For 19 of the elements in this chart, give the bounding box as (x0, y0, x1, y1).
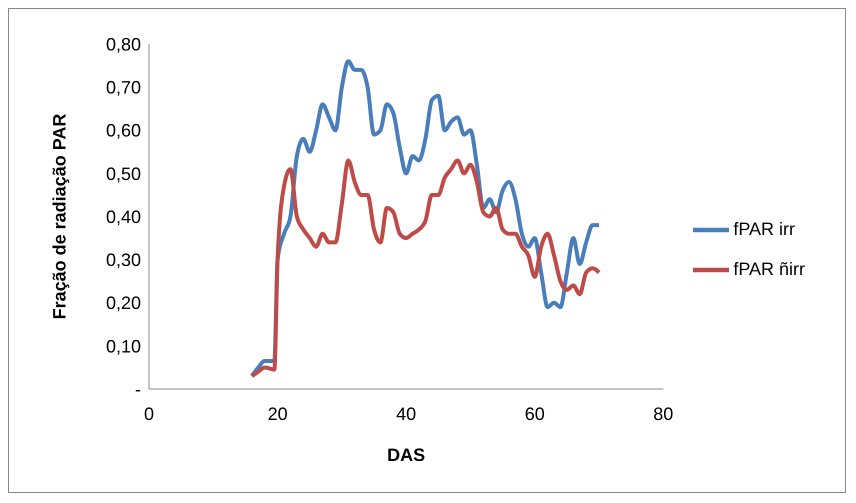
y-tick-label: - (135, 379, 141, 400)
y-axis-title: Fração de radiação PAR (49, 114, 70, 320)
y-tick-label: 0,10 (106, 336, 141, 356)
y-tick-label: 0,20 (106, 293, 141, 314)
y-tick-label: 0,30 (106, 250, 141, 270)
y-tick-label: 0,80 (106, 34, 141, 54)
x-tick-label: 80 (653, 404, 674, 424)
x-tick-label: 20 (268, 404, 288, 424)
x-tick-label: 0 (144, 404, 154, 424)
legend-label: fPAR irr (733, 219, 795, 239)
y-tick-label: 0,70 (106, 78, 141, 98)
line-series (250, 158, 602, 378)
y-tick-label: 0,60 (106, 120, 141, 141)
x-axis-title: DAS (387, 445, 426, 465)
x-tick-label: 60 (524, 404, 545, 424)
x-tick-label: 40 (396, 404, 416, 424)
y-tick-label: 0,50 (106, 164, 141, 184)
y-tick-label: 0,40 (106, 206, 141, 227)
legend-label: fPAR ñirr (733, 259, 805, 279)
